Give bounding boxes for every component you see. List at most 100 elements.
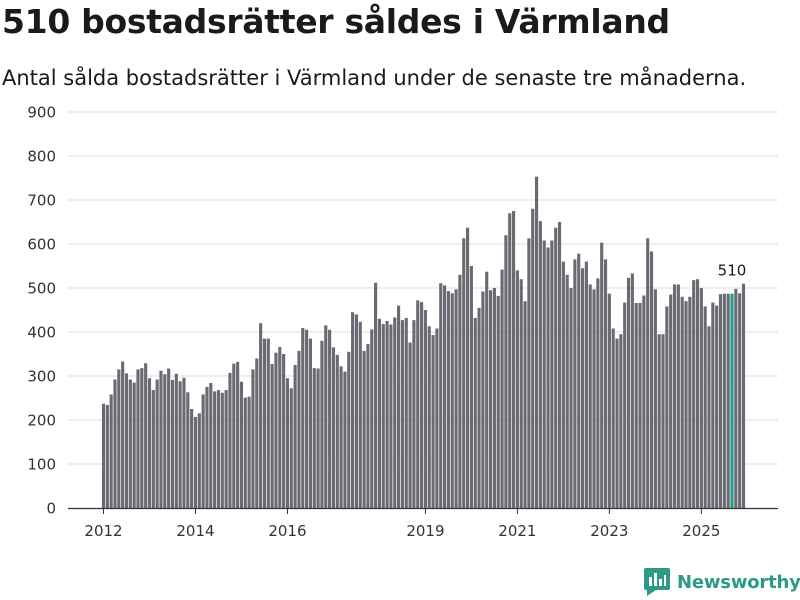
bar xyxy=(423,310,427,508)
bar xyxy=(427,326,431,508)
bar-highlight xyxy=(730,293,734,508)
bar xyxy=(458,274,462,508)
bar xyxy=(661,334,665,508)
bar xyxy=(573,259,577,508)
bar xyxy=(251,369,255,508)
bar xyxy=(450,293,454,508)
bar xyxy=(289,388,293,508)
bar xyxy=(374,282,378,508)
bar xyxy=(170,379,175,508)
bar xyxy=(270,364,274,508)
bar xyxy=(634,302,638,508)
bar xyxy=(722,293,726,508)
bar xyxy=(393,317,397,508)
bar xyxy=(205,387,209,508)
bar xyxy=(201,394,205,508)
bar xyxy=(577,253,581,508)
bar xyxy=(619,334,623,508)
bar xyxy=(504,235,508,508)
bar xyxy=(404,317,408,508)
bar xyxy=(408,342,412,508)
bar xyxy=(638,302,642,508)
bar xyxy=(592,289,596,508)
y-tick-label: 600 xyxy=(27,236,56,254)
newsworthy-logo-icon xyxy=(644,568,670,596)
bar xyxy=(676,284,680,508)
bar xyxy=(695,279,700,508)
bar xyxy=(232,363,236,508)
y-tick-label: 100 xyxy=(27,456,56,474)
bar xyxy=(715,305,719,508)
bar xyxy=(136,369,140,508)
bar xyxy=(688,296,692,508)
bar xyxy=(588,284,592,508)
x-tick-label: 2012 xyxy=(84,522,122,540)
bar xyxy=(534,176,539,508)
bar xyxy=(707,326,711,508)
bar xyxy=(236,361,240,508)
bar xyxy=(481,291,485,508)
bar xyxy=(734,288,738,508)
page-subtitle: Antal sålda bostadsrätter i Värmland und… xyxy=(2,66,747,90)
bar xyxy=(515,270,519,508)
bar xyxy=(128,379,132,508)
annotation: 510 xyxy=(718,262,747,280)
bar xyxy=(569,288,573,508)
y-tick-label: 500 xyxy=(27,280,56,298)
bar xyxy=(596,278,600,508)
bar xyxy=(331,347,336,508)
bar xyxy=(603,259,608,508)
bar xyxy=(117,369,121,508)
bar xyxy=(109,394,113,508)
bar xyxy=(186,392,190,508)
bar xyxy=(431,335,435,508)
bar xyxy=(420,302,424,508)
bar xyxy=(144,363,148,508)
bar xyxy=(646,238,650,508)
bar xyxy=(642,295,646,508)
bar xyxy=(159,370,163,508)
x-tick-label: 2021 xyxy=(498,522,536,540)
bar xyxy=(454,289,458,508)
bar xyxy=(339,366,343,508)
bar xyxy=(692,280,696,508)
bar xyxy=(416,300,420,508)
y-tick-label: 900 xyxy=(27,104,56,122)
bar xyxy=(213,391,217,508)
bar xyxy=(151,390,155,508)
bar xyxy=(101,403,106,508)
bar xyxy=(259,323,263,508)
bar xyxy=(496,295,500,508)
bar xyxy=(293,365,297,508)
bar xyxy=(312,368,316,508)
bar xyxy=(397,305,401,508)
bar xyxy=(477,307,481,508)
bar xyxy=(282,354,286,508)
bars xyxy=(101,176,746,509)
bar xyxy=(328,329,332,508)
bar xyxy=(316,368,320,508)
bar xyxy=(703,306,707,508)
x-axis: 2012 2014 2016 2019 2021 2023 2025 xyxy=(68,507,778,540)
bar xyxy=(741,283,746,508)
bar xyxy=(523,301,527,508)
x-tick-label: 2014 xyxy=(176,522,214,540)
bar xyxy=(684,301,688,508)
bar xyxy=(354,314,359,508)
bar xyxy=(335,354,339,508)
bar xyxy=(726,293,730,508)
bar xyxy=(485,271,489,508)
y-tick-label: 0 xyxy=(46,500,56,518)
bar xyxy=(600,242,604,508)
bar xyxy=(381,324,385,508)
y-tick-label: 800 xyxy=(27,148,56,166)
y-tick-label: 400 xyxy=(27,324,56,342)
bar xyxy=(228,372,232,508)
bar xyxy=(132,382,136,508)
brand-name: Newsworthy xyxy=(677,571,800,593)
bar xyxy=(105,405,109,508)
bar xyxy=(718,294,723,508)
bar xyxy=(385,321,389,508)
bar xyxy=(626,277,631,508)
